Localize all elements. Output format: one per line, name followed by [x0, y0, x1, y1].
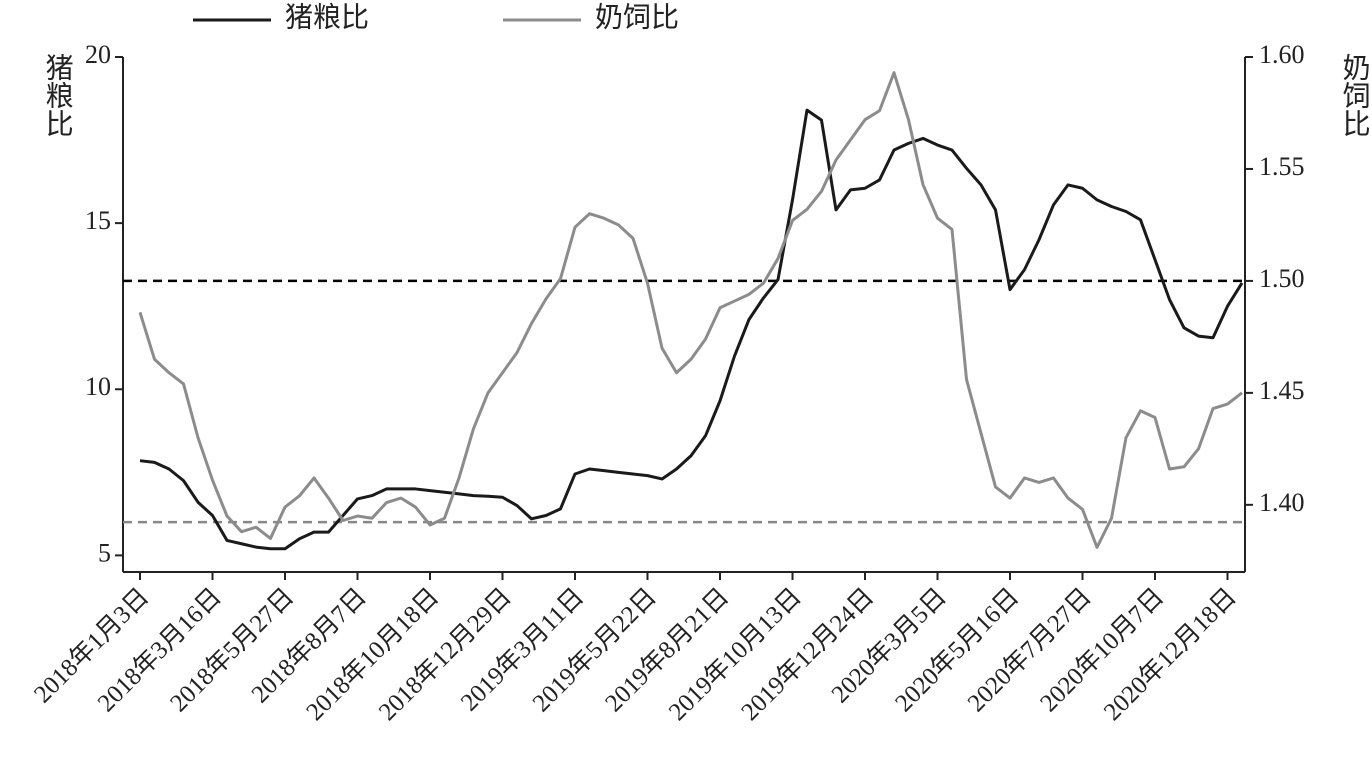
x-tick-label: 2020年5月16日 — [890, 582, 1025, 717]
x-tick-label: 2020年12月18日 — [1098, 582, 1242, 726]
x-tick-label: 2019年12月24日 — [736, 582, 880, 726]
y-tick-label: 10 — [85, 372, 111, 401]
y-tick-label: 5 — [98, 538, 111, 567]
y2-axis-label: 奶饲比 — [1339, 53, 1371, 137]
series-line — [138, 71, 1243, 549]
x-tick-label: 2018年12月29日 — [373, 582, 517, 726]
series-line — [139, 108, 1244, 551]
x-tick-label: 2018年10月18日 — [301, 582, 445, 726]
y-axis-label: 猪粮比 — [42, 53, 74, 137]
y2-tick-label: 1.50 — [1259, 264, 1305, 293]
y2-tick-label: 1.60 — [1259, 40, 1305, 69]
y-tick-label: 20 — [85, 40, 111, 69]
y2-tick-label: 1.40 — [1259, 488, 1305, 517]
x-tick-label: 2019年5月22日 — [527, 582, 662, 717]
x-tick-label: 2020年7月27日 — [962, 582, 1097, 717]
x-tick-label: 2020年10月7日 — [1035, 582, 1170, 717]
legend-label: 奶饲比 — [595, 1, 679, 33]
legend-label: 猪粮比 — [285, 1, 369, 33]
x-tick-label: 2019年8月21日 — [600, 582, 735, 717]
y2-tick-label: 1.45 — [1259, 376, 1305, 405]
x-tick-label: 2019年10月13日 — [663, 582, 807, 726]
y2-tick-label: 1.55 — [1259, 152, 1305, 181]
y-tick-label: 15 — [85, 206, 111, 235]
x-tick-label: 2018年3月16日 — [92, 582, 227, 717]
x-tick-label: 2018年5月27日 — [165, 582, 300, 717]
x-tick-label: 2019年3月11日 — [455, 582, 589, 716]
